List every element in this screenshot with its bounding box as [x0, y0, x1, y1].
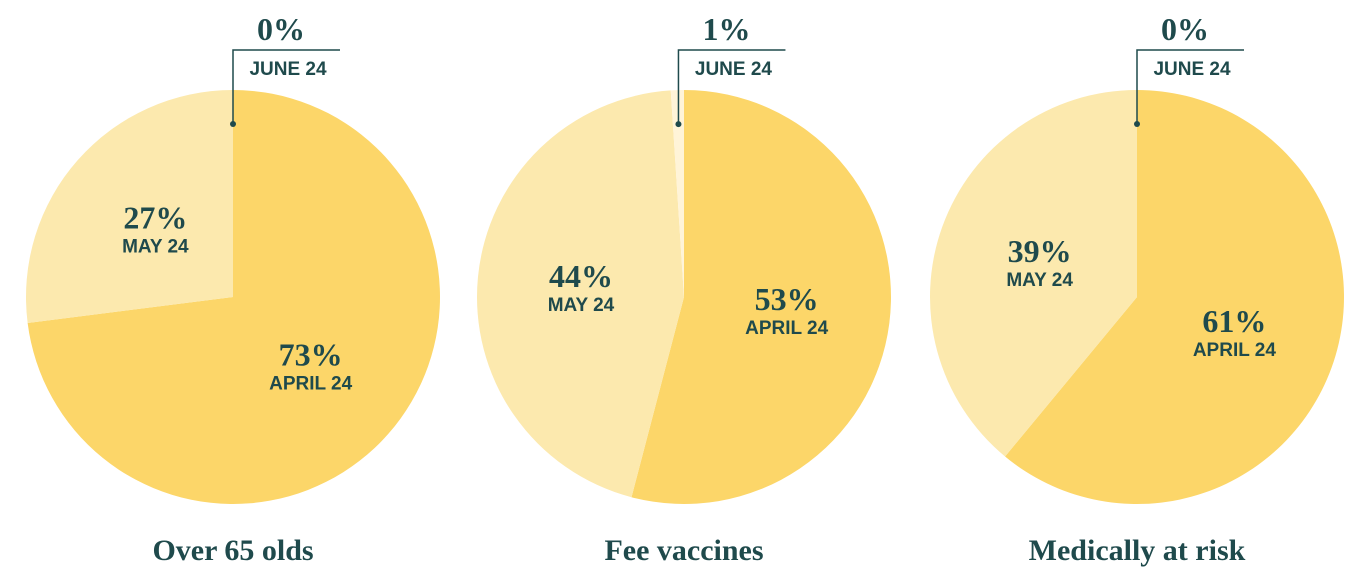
value-label: 73%: [279, 336, 343, 372]
callout-line: [677, 49, 786, 125]
category-label: APRIL 24: [745, 318, 829, 339]
callout-line: [1136, 49, 1244, 124]
category-label: APRIL 24: [1193, 340, 1277, 361]
category-label: APRIL 24: [269, 373, 353, 394]
pie-slice: [670, 90, 684, 297]
pie-slice: [477, 90, 684, 498]
value-label: 61%: [1202, 303, 1266, 339]
chart-title: Fee vaccines: [604, 534, 763, 567]
value-label: 39%: [1008, 233, 1072, 269]
value-label: 0%: [257, 11, 305, 47]
pie-slice: [631, 90, 891, 505]
value-label: 0%: [1161, 11, 1209, 47]
value-label: 1%: [702, 11, 750, 47]
pie-slice: [25, 90, 233, 323]
chart-title: Medically at risk: [1029, 534, 1246, 567]
pie-slice: [1005, 90, 1345, 505]
category-label: JUNE 24: [1153, 59, 1231, 80]
pie-slice: [27, 90, 440, 504]
value-label: 44%: [549, 258, 613, 294]
chart-title: Over 65 olds: [152, 534, 313, 567]
value-label: 53%: [755, 281, 819, 317]
callout-line: [232, 49, 340, 124]
category-label: MAY 24: [122, 237, 189, 258]
pie-slice: [930, 89, 1137, 457]
category-label: JUNE 24: [249, 59, 327, 80]
category-label: JUNE 24: [695, 59, 773, 80]
value-label: 27%: [123, 200, 187, 236]
category-label: MAY 24: [1006, 270, 1073, 291]
category-label: MAY 24: [548, 295, 615, 316]
